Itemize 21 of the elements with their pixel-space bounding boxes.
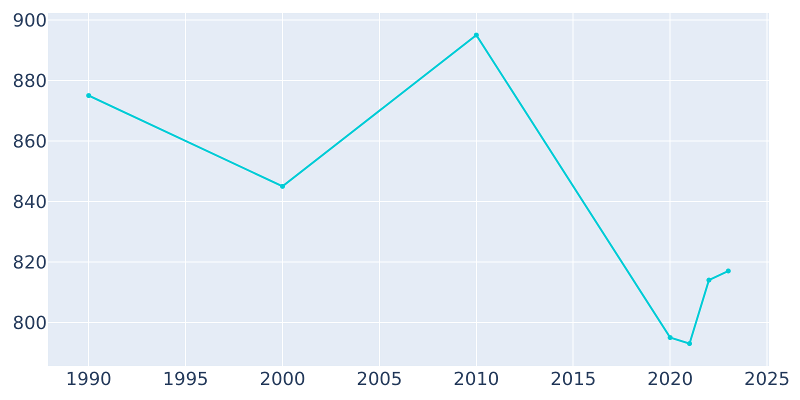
y-tick-label: 840	[12, 192, 47, 213]
point	[668, 335, 673, 340]
point	[474, 32, 479, 38]
y-tick-label: 800	[12, 312, 47, 334]
x-tick-label: 2000	[260, 369, 306, 390]
x-tick-label: 1995	[162, 369, 209, 390]
point	[687, 341, 692, 346]
x-tick-label: 2015	[550, 369, 596, 390]
point	[280, 184, 286, 189]
y-tick-label: 900	[12, 10, 47, 32]
x-tick-label: 1990	[66, 369, 112, 390]
x-tick-label: 2010	[453, 369, 500, 390]
point	[726, 268, 731, 274]
y-tick-label: 880	[12, 70, 47, 92]
point	[86, 93, 92, 98]
x-tick-label: 2020	[647, 369, 694, 390]
y-tick-label: 860	[12, 131, 47, 152]
point	[706, 278, 712, 283]
x-tick-label: 2005	[356, 369, 402, 390]
y-tick-label: 820	[12, 252, 47, 274]
x-tick-label: 2025	[744, 369, 790, 390]
